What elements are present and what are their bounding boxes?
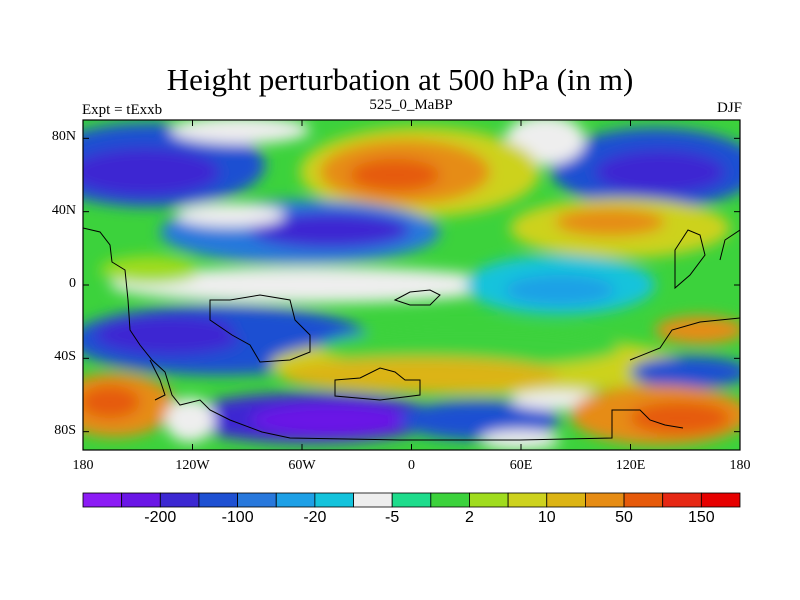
colorbar-box: [546, 492, 586, 508]
season-label: DJF: [716, 100, 742, 116]
colorbar-box: [198, 492, 238, 508]
lon-label: 180: [72, 458, 94, 473]
colorbar-box: [507, 492, 548, 508]
colorbar-label: -200: [144, 509, 177, 526]
lon-label: 120W: [175, 458, 210, 473]
colorbar-label: -5: [385, 509, 400, 526]
lon-label: 0: [408, 458, 415, 473]
colorbar-box: [469, 492, 509, 508]
lon-label: 180: [729, 458, 751, 473]
colorbar-box: [700, 492, 741, 508]
experiment-label: Expt = tExxb: [82, 102, 163, 118]
colorbar-label: 150: [687, 509, 715, 526]
lat-label: 40S: [54, 349, 76, 365]
lat-label: 80S: [54, 422, 76, 438]
colorbar-box: [275, 492, 316, 508]
colorbar-label: -20: [303, 509, 327, 526]
colorbar-box: [585, 492, 625, 508]
colorbar-label: 2: [465, 509, 474, 526]
lat-label: 0: [69, 276, 76, 291]
colorbar-box: [353, 492, 393, 508]
coastlines: [83, 227, 740, 441]
period-label: 525_0_MaBP: [369, 97, 453, 113]
colorbar-box: [121, 492, 161, 508]
colorbar-box: [662, 492, 702, 508]
lat-label: 40N: [51, 202, 76, 218]
colorbar-box: [237, 492, 277, 508]
colorbar-box: [314, 492, 354, 508]
axis-ticks: [82, 120, 741, 450]
colorbar-box: [82, 492, 123, 508]
colorbar-box: [623, 492, 664, 508]
colorbar: [82, 492, 741, 508]
lon-label: 60E: [509, 458, 533, 473]
colorbar-label: -100: [221, 509, 254, 526]
lon-label: 120E: [615, 458, 646, 473]
contour-field: [83, 120, 740, 450]
colorbar-box: [391, 492, 432, 508]
colorbar-box: [430, 492, 470, 508]
colorbar-label: 10: [537, 509, 556, 526]
lon-label: 60W: [288, 458, 316, 473]
map-title: Height perturbation at 500 hPa (in m): [166, 62, 634, 97]
lat-label: 80N: [51, 129, 76, 145]
colorbar-label: 50: [615, 509, 633, 526]
colorbar-box: [159, 492, 200, 508]
